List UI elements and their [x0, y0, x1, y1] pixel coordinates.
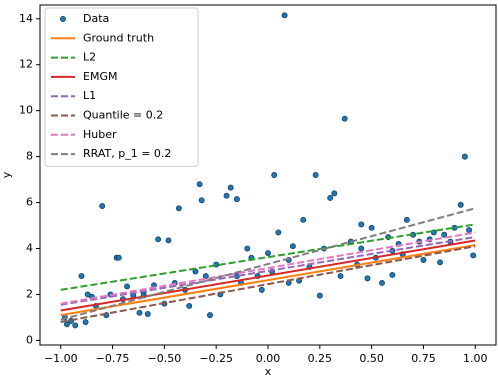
- data-point: [72, 322, 79, 329]
- data-point: [420, 257, 427, 263]
- data-point: [441, 231, 448, 238]
- data-point: [233, 196, 240, 203]
- data-point: [227, 184, 234, 191]
- data-point: [223, 192, 230, 199]
- fit-line: [60, 231, 476, 305]
- y-tick-label: 10: [19, 104, 33, 117]
- data-point: [124, 283, 131, 290]
- data-point: [337, 273, 344, 280]
- fit-line: [60, 236, 476, 306]
- data-point: [175, 205, 182, 212]
- data-point: [271, 172, 278, 178]
- y-tick-label: 8: [26, 150, 33, 163]
- legend-marker: [60, 16, 66, 22]
- data-point: [258, 286, 265, 293]
- data-point: [84, 291, 91, 298]
- legend-label: Data: [83, 12, 109, 25]
- axes-frame: [39, 4, 497, 346]
- fit-line: [60, 244, 476, 317]
- legend-label: Ground truth: [83, 31, 154, 44]
- data-point: [466, 227, 473, 234]
- data-point: [470, 252, 477, 259]
- x-tick-label: −0.25: [199, 352, 233, 365]
- y-tick-label: 14: [19, 12, 33, 25]
- data-point: [327, 195, 334, 201]
- x-tick-label: 1.00: [463, 352, 488, 365]
- data-point: [364, 275, 371, 282]
- y-tick-label: 12: [19, 58, 33, 71]
- x-tick-label: −0.75: [96, 352, 130, 365]
- data-point: [358, 245, 365, 252]
- x-tick-label: −1.00: [44, 352, 78, 365]
- data-point: [437, 259, 443, 266]
- data-point: [358, 221, 365, 228]
- legend-label: Quantile = 0.2: [83, 109, 163, 122]
- y-tick-label: 6: [26, 196, 33, 209]
- data-point: [99, 203, 106, 209]
- data-point: [196, 181, 203, 188]
- fit-line: [60, 239, 476, 312]
- data-point: [331, 190, 338, 197]
- data-point: [115, 254, 122, 261]
- data-point: [457, 201, 464, 208]
- x-axis-label: x: [265, 365, 272, 378]
- legend-label: EMGM: [83, 70, 117, 83]
- data-point: [403, 216, 410, 223]
- data-point: [207, 312, 213, 319]
- fit-line: [60, 245, 476, 324]
- data-point: [186, 302, 193, 309]
- x-tick-label: 0.75: [411, 352, 436, 365]
- data-point: [341, 115, 348, 122]
- data-point: [244, 245, 251, 252]
- data-point: [265, 250, 271, 257]
- data-point: [300, 216, 307, 223]
- y-tick-label: 0: [26, 333, 33, 346]
- data-point: [461, 153, 468, 160]
- x-tick-label: 0.00: [256, 352, 281, 365]
- data-point: [155, 236, 162, 243]
- data-point: [82, 319, 89, 325]
- legend-label: RRAT, p_1 = 0.2: [83, 147, 171, 160]
- data-point: [275, 229, 282, 236]
- legend-label: L1: [83, 89, 96, 102]
- data-point: [316, 292, 323, 299]
- x-tick-label: 0.50: [359, 352, 384, 365]
- data-point: [368, 224, 375, 231]
- legend-label: Huber: [83, 128, 117, 141]
- data-point: [78, 273, 85, 280]
- data-point: [165, 237, 172, 244]
- data-point: [202, 273, 209, 280]
- y-tick-label: 4: [26, 242, 33, 255]
- data-point: [198, 197, 205, 204]
- data-point: [289, 243, 296, 250]
- data-point: [136, 309, 143, 316]
- data-point: [389, 271, 396, 278]
- x-tick-label: 0.25: [308, 352, 333, 365]
- fit-line: [60, 207, 476, 321]
- x-tick-label: −0.50: [148, 352, 182, 365]
- legend-box: [44, 7, 199, 167]
- data-point: [379, 280, 385, 286]
- legend-label: L2: [83, 51, 96, 64]
- data-point: [312, 172, 319, 178]
- data-point: [144, 311, 151, 317]
- y-tick-label: 2: [26, 287, 33, 300]
- data-point: [281, 12, 288, 19]
- y-axis-label: y: [0, 171, 13, 178]
